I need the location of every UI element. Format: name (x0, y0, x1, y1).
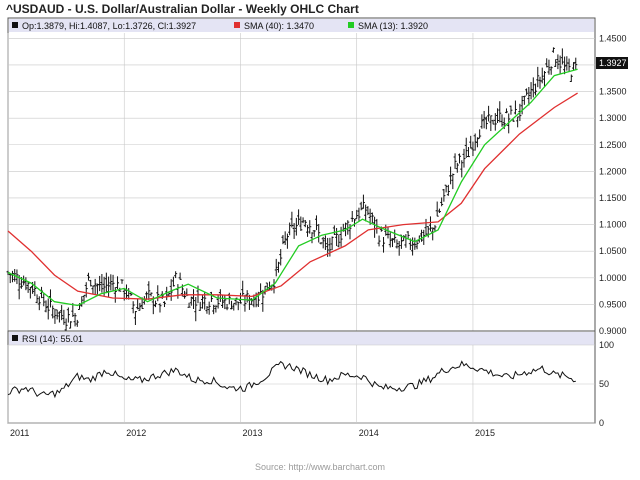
rsi-line (7, 360, 576, 399)
ohlc-legend-swatch (12, 22, 18, 28)
price-y-tick-label: 1.1500 (599, 193, 627, 203)
price-y-tick-label: 0.9000 (599, 326, 627, 336)
sma13-legend-swatch (348, 22, 354, 28)
price-y-tick-label: 1.0000 (599, 273, 627, 283)
rsi-header-bar (9, 332, 594, 345)
last-price-label: 1.3927 (599, 58, 627, 68)
sma13-line (7, 68, 578, 307)
rsi-grid (7, 344, 595, 424)
rsi-y-tick-label: 100 (599, 340, 614, 350)
x-tick-label: 2011 (10, 428, 29, 438)
x-tick-label: 2012 (126, 428, 146, 438)
price-y-tick-label: 1.3500 (599, 87, 627, 97)
last-price-marker (596, 57, 628, 69)
rsi-y-axis: 100 50 0 (599, 340, 614, 428)
chart-title: ^USDAUD - U.S. Dollar/Australian Dollar … (6, 2, 359, 16)
price-y-tick-label: 1.2500 (599, 140, 627, 150)
price-y-axis: 1.45001.40001.35001.30001.25001.20001.15… (599, 33, 627, 336)
price-y-tick-label: 1.0500 (599, 246, 627, 256)
x-tick-label: 2014 (359, 428, 379, 438)
price-y-tick-label: 1.3000 (599, 113, 627, 123)
rsi-y-tick-label: 50 (599, 379, 609, 389)
x-tick-label: 2013 (242, 428, 262, 438)
ohlc-legend-text: Op:1.3879, Hi:1.4087, Lo:1.3726, Cl:1.39… (22, 21, 196, 31)
sma40-legend-swatch (234, 22, 240, 28)
price-y-tick-label: 1.1000 (599, 220, 627, 230)
price-y-tick-label: 1.2000 (599, 166, 627, 176)
price-y-tick-label: 1.4500 (599, 33, 627, 43)
sma13-legend-text: SMA (13): 1.3920 (358, 21, 428, 31)
sma40-legend-text: SMA (40): 1.3470 (244, 21, 314, 31)
sma40-line (7, 92, 578, 300)
source-credit: Source: http://www.barchart.com (254, 462, 386, 472)
rsi-legend-text: RSI (14): 55.01 (22, 334, 83, 344)
rsi-legend-swatch (12, 335, 18, 341)
price-grid (7, 33, 595, 332)
x-axis: 2011 2012 2013 2014 2015 (10, 428, 495, 438)
price-header-bar (9, 19, 594, 32)
rsi-y-tick-label: 0 (599, 418, 604, 428)
x-tick-label: 2015 (475, 428, 495, 438)
price-y-tick-label: 0.9500 (599, 299, 627, 309)
